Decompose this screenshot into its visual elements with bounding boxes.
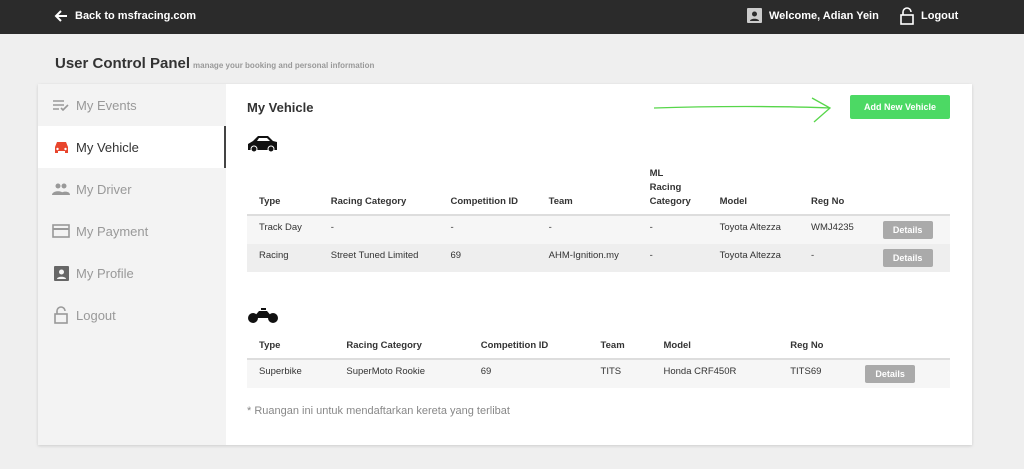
annotation-arrow-icon bbox=[653, 97, 832, 123]
column-header: Team bbox=[536, 164, 638, 216]
sidebar-item-label: My Payment bbox=[76, 223, 149, 239]
table-cell: - bbox=[649, 250, 653, 261]
table-header: Type Racing Category Competition ID Team Mod… bbox=[247, 336, 950, 360]
column-header: Reg No bbox=[778, 336, 854, 360]
table-cell: TITS bbox=[600, 366, 622, 377]
column-header: Competition ID bbox=[468, 336, 589, 360]
column-header: Type bbox=[247, 164, 319, 216]
column-header: Team bbox=[588, 336, 652, 360]
column-header: Reg No bbox=[799, 164, 871, 216]
title-text: User Control Panel bbox=[55, 55, 191, 72]
table-cell: SuperMoto Rookie bbox=[346, 366, 426, 377]
arrow-left-icon bbox=[54, 10, 67, 22]
lock-icon bbox=[900, 7, 914, 25]
table-row: Track Day - - - - Toyota Altezza WMJ4235 Detail… bbox=[247, 215, 950, 244]
details-button[interactable]: Details bbox=[882, 249, 933, 267]
section-title: My Vehicle bbox=[247, 100, 314, 115]
column-header: Competition ID bbox=[438, 164, 537, 216]
credit-card-icon bbox=[52, 224, 70, 238]
event-list-icon bbox=[52, 99, 70, 111]
car-table: Type Racing Category Competition ID Team ML … bbox=[247, 164, 950, 272]
table-cell: - bbox=[649, 222, 653, 233]
table-header: Type Racing Category Competition ID Team ML … bbox=[247, 164, 950, 216]
welcome: Welcome, Adian Yein bbox=[747, 8, 879, 23]
add-new-vehicle-button[interactable]: Add New Vehicle bbox=[850, 95, 950, 119]
table-cell: - bbox=[811, 250, 815, 261]
car-icon bbox=[248, 136, 277, 152]
bike-table: Type Racing Category Competition ID Team Mod… bbox=[247, 336, 950, 388]
column-header: Model bbox=[707, 164, 800, 216]
car-icon bbox=[52, 141, 70, 154]
panel: My Events My Vehicle My Driver My Paymen… bbox=[38, 84, 972, 445]
table-cell: Superbike bbox=[259, 366, 302, 377]
logout-label: Logout bbox=[921, 10, 959, 22]
sidebar-item-my-vehicle[interactable]: My Vehicle bbox=[38, 126, 226, 168]
sidebar-item-label: My Events bbox=[76, 97, 137, 113]
sidebar-item-my-driver[interactable]: My Driver bbox=[38, 168, 226, 210]
table-cell: Racing bbox=[259, 250, 289, 261]
back-label: Back to msfracing.com bbox=[75, 10, 197, 22]
back-link[interactable]: Back to msfracing.com bbox=[54, 9, 196, 23]
footnote: * Ruangan ini untuk mendaftarkan kereta … bbox=[247, 405, 510, 417]
table-cell: Honda CRF450R bbox=[663, 366, 737, 377]
lock-icon bbox=[52, 306, 70, 324]
column-header: Racing Category bbox=[318, 164, 439, 216]
motorcycle-icon bbox=[248, 308, 278, 323]
sidebar-item-label: My Vehicle bbox=[76, 139, 139, 155]
profile-icon bbox=[52, 265, 70, 281]
column-header: ML Racing Category bbox=[637, 164, 708, 216]
sidebar-item-label: Logout bbox=[76, 307, 116, 323]
sidebar-item-my-profile[interactable]: My Profile bbox=[38, 252, 226, 294]
column-header-actions bbox=[853, 336, 950, 360]
table-row: Racing Street Tuned Limited 69 AHM-Ignition… bbox=[247, 244, 950, 272]
user-icon bbox=[747, 8, 762, 23]
top-bar: Back to msfracing.com Welcome, Adian Yei… bbox=[0, 0, 1024, 34]
table-cell: WMJ4235 bbox=[811, 222, 854, 233]
sidebar-item-logout[interactable]: Logout bbox=[38, 294, 226, 336]
table-cell: Track Day bbox=[259, 222, 302, 233]
table-cell: - bbox=[330, 222, 334, 233]
column-header: Racing Category bbox=[334, 336, 469, 360]
logout-link[interactable]: Logout bbox=[900, 7, 958, 25]
sidebar-item-my-payment[interactable]: My Payment bbox=[38, 210, 226, 252]
table-cell: - bbox=[548, 222, 552, 233]
table-cell: Toyota Altezza bbox=[719, 250, 781, 261]
table-cell: Street Tuned Limited bbox=[330, 250, 419, 261]
details-button[interactable]: Details bbox=[865, 365, 916, 383]
table-cell: 69 bbox=[480, 366, 492, 377]
sidebar-item-label: My Profile bbox=[76, 265, 134, 281]
table-cell: TITS69 bbox=[790, 366, 822, 377]
table-cell: Toyota Altezza bbox=[719, 222, 781, 233]
sidebar: My Events My Vehicle My Driver My Paymen… bbox=[38, 84, 226, 445]
page-title: User Control Panel manage your booking an… bbox=[55, 55, 374, 72]
table-row: Superbike SuperMoto Rookie 69 TITS Honda CRF… bbox=[247, 359, 950, 388]
sidebar-item-my-events[interactable]: My Events bbox=[38, 84, 226, 126]
table-cell: 69 bbox=[450, 250, 462, 261]
sidebar-item-label: My Driver bbox=[76, 181, 132, 197]
people-icon bbox=[52, 183, 70, 195]
table-cell: - bbox=[450, 222, 454, 233]
table-cell: AHM-Ignition.my bbox=[548, 250, 619, 261]
column-header-actions bbox=[870, 164, 950, 216]
column-header: Model bbox=[651, 336, 779, 360]
welcome-text: Welcome, Adian Yein bbox=[769, 9, 879, 22]
column-header: Type bbox=[247, 336, 335, 360]
details-button[interactable]: Details bbox=[882, 221, 933, 239]
page-subtitle: manage your booking and personal informa… bbox=[193, 61, 375, 70]
